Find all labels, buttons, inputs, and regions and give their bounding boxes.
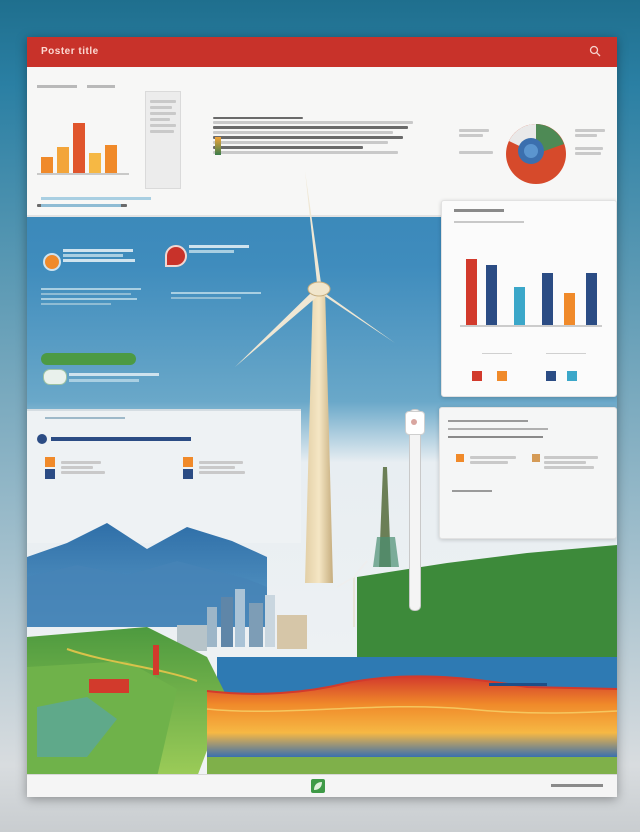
green-badge-icon xyxy=(43,369,67,385)
flame-icon xyxy=(165,245,187,267)
mini-bar xyxy=(73,123,85,173)
stat-icon-navy xyxy=(45,469,55,479)
pie-chart xyxy=(506,124,566,184)
bar xyxy=(486,265,497,325)
info-card-left xyxy=(27,409,301,543)
legend-red xyxy=(472,371,482,381)
landscape-illustration xyxy=(27,467,617,777)
green-badge xyxy=(41,353,136,365)
bar xyxy=(514,287,525,325)
left-info-block xyxy=(41,197,281,347)
poster-canvas: Poster title xyxy=(27,37,617,797)
mini-bar xyxy=(41,157,53,173)
bar xyxy=(466,259,477,325)
mini-bar xyxy=(89,153,101,173)
mini-bar-chart xyxy=(37,85,129,175)
summary-panel xyxy=(27,67,617,217)
stat-icon-navy-2 xyxy=(183,469,193,479)
city-skyline xyxy=(177,589,307,651)
footer-bar xyxy=(27,774,617,797)
drop-icon xyxy=(43,253,61,271)
pie-labels-right xyxy=(575,127,613,157)
stat-icon-orange-2 xyxy=(183,457,193,467)
leaf-logo-icon xyxy=(311,779,325,793)
bar xyxy=(564,293,575,325)
summary-text-block xyxy=(213,115,423,156)
card-icon-orange xyxy=(456,454,464,462)
legend-orange xyxy=(497,371,507,381)
legend-teal xyxy=(567,371,577,381)
thermometer-gauge xyxy=(403,409,425,613)
stat-icon-orange xyxy=(45,457,55,467)
bar-chart xyxy=(460,259,602,327)
bar xyxy=(586,273,597,325)
bar-chart-panel xyxy=(441,200,617,397)
summary-marker-icon xyxy=(215,137,221,155)
top-bar: Poster title xyxy=(27,37,617,67)
bar xyxy=(542,273,553,325)
card-icon-tan xyxy=(532,454,540,462)
mini-bar xyxy=(105,145,117,173)
poster-title: Poster title xyxy=(41,46,99,57)
pie-labels xyxy=(459,127,499,156)
wind-turbine xyxy=(235,171,395,583)
mini-bar xyxy=(57,147,69,173)
mini-table xyxy=(145,91,181,189)
search-icon[interactable] xyxy=(589,45,603,59)
legend-navy xyxy=(546,371,556,381)
info-icon xyxy=(37,434,47,444)
info-card-right xyxy=(439,407,617,539)
